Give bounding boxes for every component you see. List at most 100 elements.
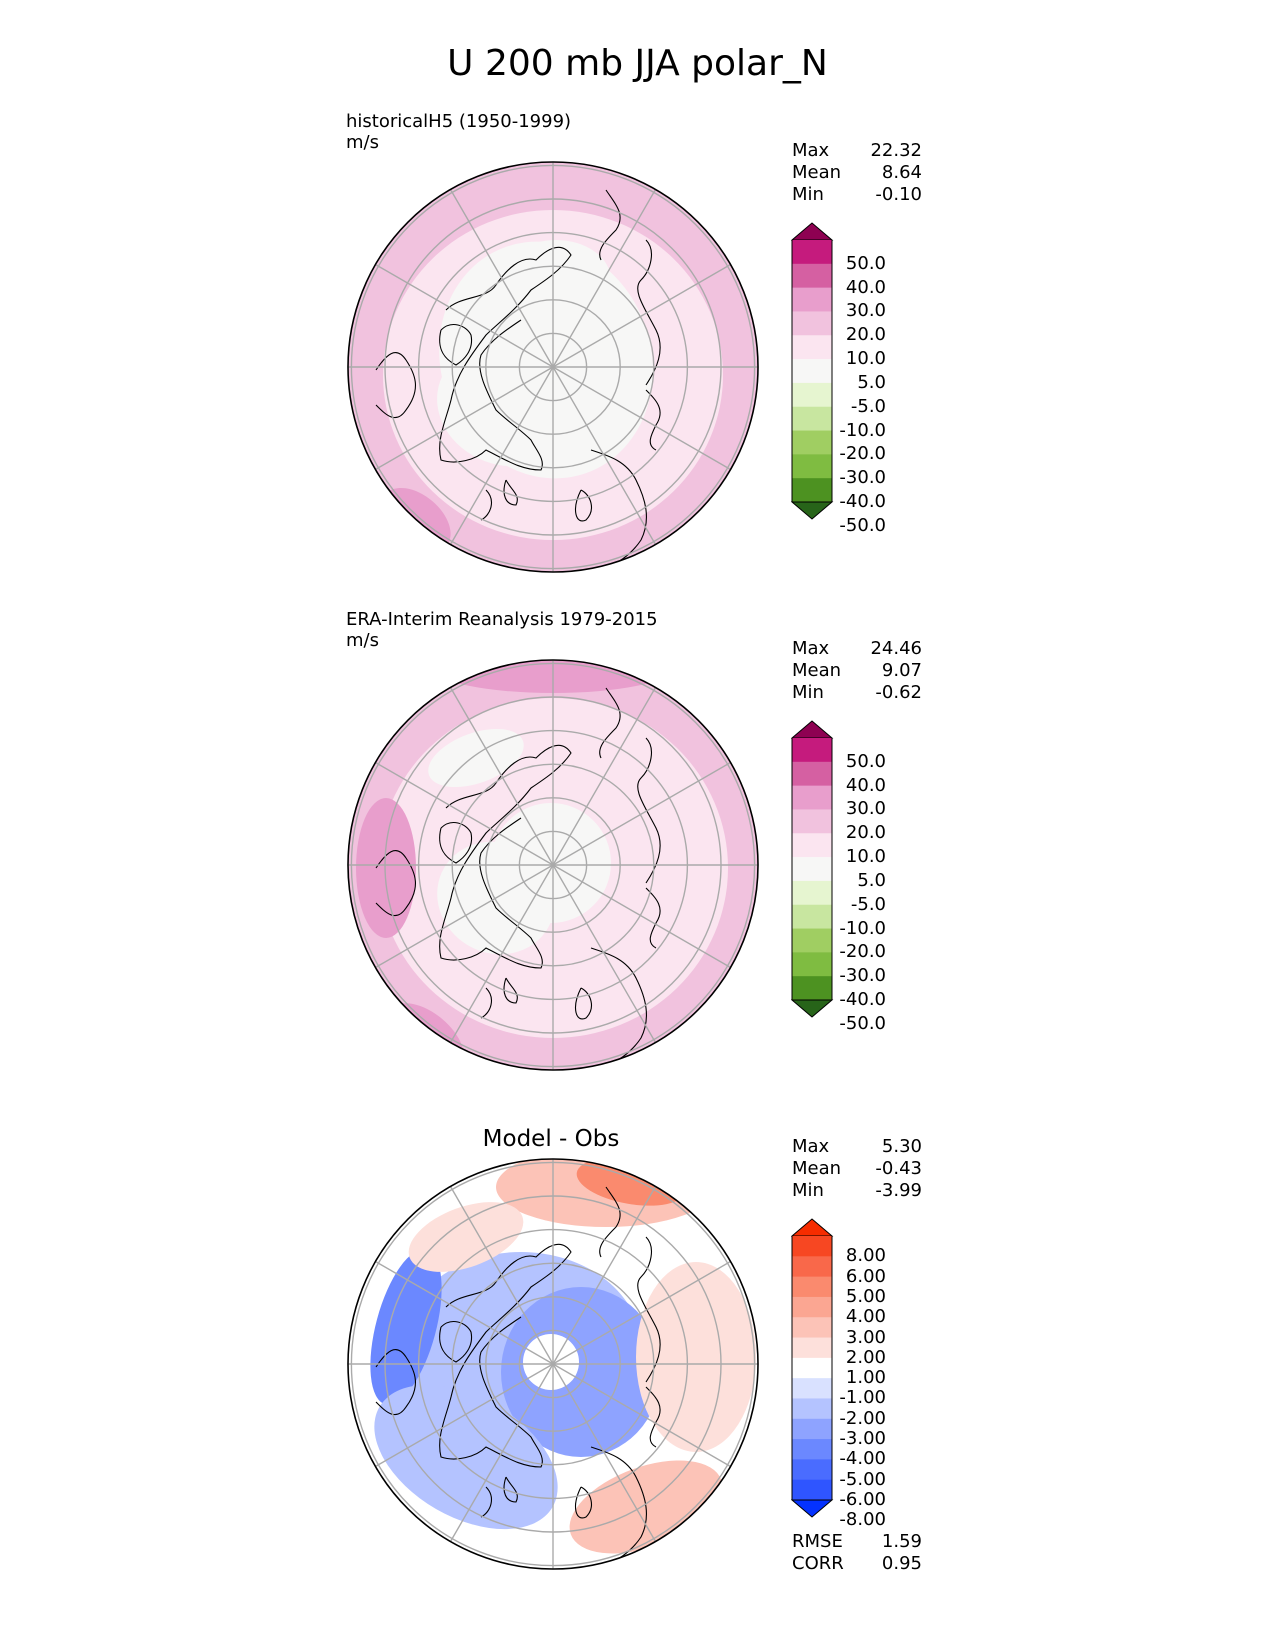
panel2-colorbar-swatch (792, 904, 832, 930)
panel1-meridian-line (362, 366, 554, 478)
panel1-units: m/s (346, 132, 379, 153)
panel1-colorbar-tick-label: 10.0 (845, 348, 886, 370)
panel2-colorbar-tick-label: -30.0 (839, 965, 886, 987)
panel2-meridian-line (362, 754, 554, 866)
panel2-meridian-line (442, 864, 554, 1056)
difference-colorbar-swatch (792, 1236, 832, 1257)
difference-coastline (645, 1386, 661, 1448)
panel2-colorbar-tick-label: 20.0 (845, 822, 886, 844)
difference-colorbar (791, 1218, 834, 1518)
panel2-meridian-line (442, 674, 554, 866)
difference-colorbar-tick-label: 5.00 (845, 1285, 886, 1307)
panel1-colorbar-extend-min (791, 501, 834, 520)
panel2-colorbar-extend-max (791, 720, 834, 739)
panel2-colorbar-swatch (792, 928, 832, 953)
difference-contour-region (523, 1334, 579, 1390)
panel2-polar-map (347, 659, 759, 1071)
panel1-colorbar-tick-label: 20.0 (845, 324, 886, 346)
panel1-colorbar-tick-label: 40.0 (845, 276, 886, 298)
difference-meridian-line (552, 1253, 744, 1365)
difference-colorbar-extend-min (791, 1499, 834, 1518)
difference-coastline (439, 1321, 473, 1363)
difference-title: Model - Obs (482, 1126, 620, 1152)
panel1-polar-map (347, 161, 759, 573)
panel1-colorbar-swatch (792, 287, 832, 312)
difference-colorbar-swatch (792, 1296, 832, 1318)
panel1-colorbar-swatch (792, 359, 832, 384)
panel1-coastline (645, 389, 661, 451)
panel2-colorbar-tick-label: 40.0 (845, 774, 886, 796)
panel2-coastline (480, 987, 492, 1019)
difference-colorbar-tick-label: -6.00 (839, 1489, 886, 1510)
difference-contour-region (408, 1202, 524, 1272)
panel1-colorbar-tick-label: 50.0 (845, 252, 886, 274)
difference-colorbar-swatch (792, 1317, 832, 1339)
panel2-coastline (599, 687, 621, 759)
panel2-colorbar-swatch (792, 952, 832, 977)
panel1-colorbar-tick-label: 5.0 (857, 371, 886, 393)
panel1-stats: Max 22.32 Mean 8.64 Min -0.10 (792, 140, 922, 205)
panel1-meridian-line (552, 256, 744, 368)
panel2-colorbar-tick-label: -40.0 (839, 989, 886, 1010)
difference-colorbar-swatch (792, 1418, 832, 1440)
panel1-coastline (590, 449, 647, 571)
difference-colorbar-swatch (792, 1398, 832, 1420)
difference-meridian-line (442, 1363, 554, 1555)
panel1-label: historicalH5 (1950-1999) (346, 111, 572, 132)
panel2-colorbar-swatch (792, 880, 832, 906)
panel1-colorbar-swatch (792, 335, 832, 360)
difference-meridian-line (442, 1173, 554, 1365)
panel1-meridian-line (552, 366, 744, 478)
panel1-meridian-line (362, 256, 554, 368)
panel2-colorbar-tick-label: -5.0 (850, 893, 886, 915)
panel1-colorbar-tick-label: -50.0 (839, 514, 886, 536)
panel1-colorbar-tick-label: -20.0 (839, 443, 886, 465)
difference-boundary (347, 1158, 759, 1570)
panel1-colorbar-swatch (792, 454, 832, 479)
panel2-coastline (645, 887, 661, 949)
panel2-coastline (637, 737, 661, 884)
panel2-colorbar-tick-label: -10.0 (839, 917, 886, 939)
panel2-coastline (375, 850, 416, 917)
panel1-colorbar-tick-label: -10.0 (839, 419, 886, 441)
difference-colorbar-swatch (792, 1459, 832, 1481)
panel2-meridian-line (552, 754, 744, 866)
difference-colorbar-tick-label: -5.00 (839, 1468, 886, 1490)
difference-coastline (590, 1446, 647, 1568)
difference-stats: Max 5.30 Mean -0.43 Min -3.99 (792, 1136, 922, 1201)
panel2-colorbar-tick-label: -50.0 (839, 1012, 886, 1034)
difference-colorbar-swatch (792, 1276, 832, 1298)
panel1-coastline (637, 239, 661, 386)
panel1-coastline (439, 246, 572, 471)
panel1-meridian-line (552, 366, 664, 558)
panel1-colorbar-swatch (792, 263, 832, 289)
panel2-boundary (347, 659, 759, 1071)
difference-contour-region (501, 1287, 661, 1457)
panel1-colorbar-swatch (792, 478, 832, 503)
difference-polar-map (347, 1158, 759, 1570)
panel2-meridian-line (552, 864, 744, 976)
panel2-colorbar-swatch (792, 761, 832, 787)
difference-meridian-line (362, 1363, 554, 1475)
difference-colorbar-tick-label: -8.00 (839, 1509, 886, 1531)
panel2-colorbar-extend-min (791, 999, 834, 1018)
panel2-colorbar-tick-label: 50.0 (845, 750, 886, 772)
panel2-colorbar-swatch (792, 809, 832, 834)
panel2-label: ERA-Interim Reanalysis 1979-2015 (346, 609, 658, 630)
panel2-colorbar-swatch (792, 976, 832, 1001)
difference-metrics: RMSE 1.59 CORR 0.95 (792, 1531, 922, 1574)
panel2-stats: Max 24.46 Mean 9.07 Min -0.62 (792, 638, 922, 703)
panel2-meridian-line (362, 864, 554, 976)
panel1-colorbar (791, 222, 834, 520)
difference-colorbar-swatch (792, 1479, 832, 1501)
difference-coastline (599, 1186, 621, 1258)
panel1-meridian-line (442, 366, 554, 558)
panel2-contour-region (356, 798, 416, 938)
panel2-colorbar-tick-label: 5.0 (857, 869, 886, 891)
difference-colorbar-extend-max (791, 1218, 834, 1237)
difference-colorbar-tick-label: -4.00 (839, 1448, 886, 1470)
panel1-meridian-line (552, 176, 664, 368)
panel2-coastline (590, 947, 647, 1069)
difference-colorbar-tick-label: 2.00 (845, 1346, 886, 1368)
difference-meridian-line (552, 1363, 664, 1555)
